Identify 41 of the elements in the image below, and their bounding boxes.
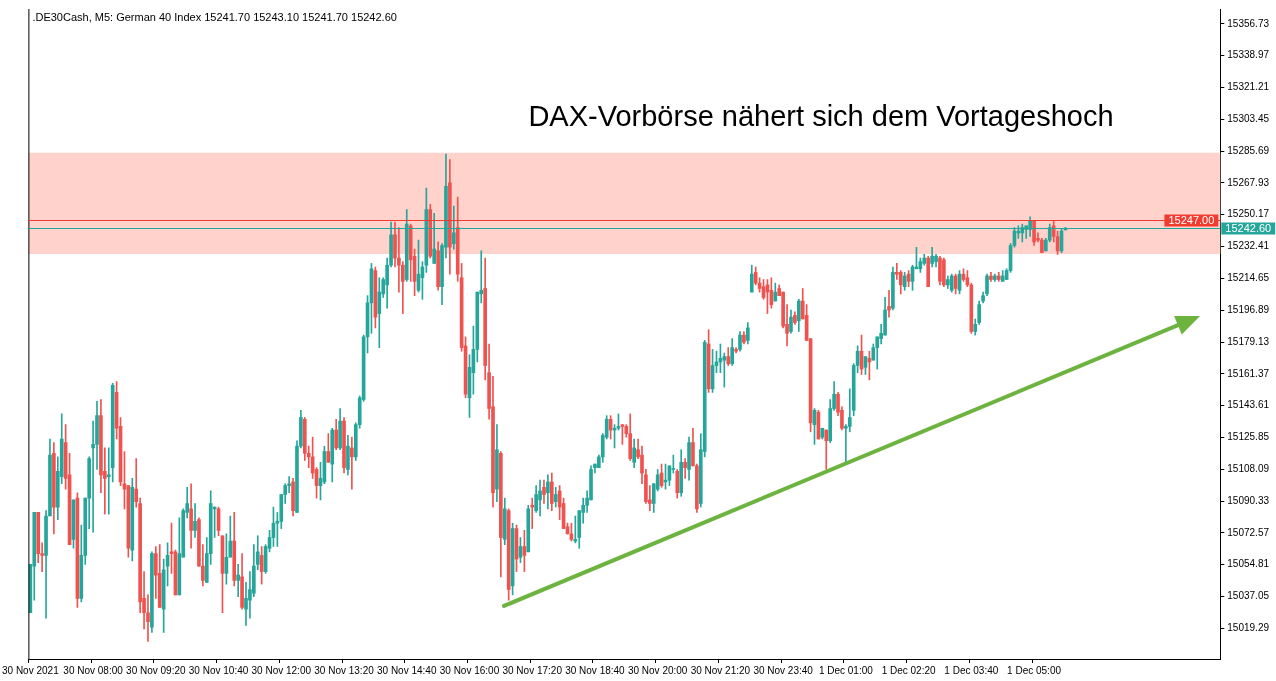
x-tick-label: 1 Dec 05:00: [1007, 664, 1062, 676]
y-tick-label: 15214.65: [1227, 272, 1270, 284]
y-tick-label: 15161.37: [1227, 367, 1270, 379]
y-tick-label: 15019.29: [1227, 622, 1270, 634]
y-tick-label: 15108.09: [1227, 463, 1270, 475]
x-tick-label: 30 Nov 09:20: [126, 664, 186, 676]
x-tick-label: 30 Nov 16:00: [439, 664, 500, 676]
x-tick-label: 30 Nov 23:40: [753, 664, 814, 676]
x-tick-label: 30 Nov 08:00: [63, 664, 124, 676]
x-tick-label: 1 Dec 01:00: [818, 664, 874, 676]
x-tick-label: 30 Nov 2021: [2, 664, 60, 676]
x-tick-label: 30 Nov 14:40: [377, 664, 437, 676]
y-tick-label: 15090.33: [1227, 494, 1270, 506]
x-tick-label: 30 Nov 13:20: [314, 664, 375, 676]
y-tick-label: 15303.45: [1227, 113, 1270, 125]
x-tick-label: 30 Nov 17:20: [502, 664, 563, 676]
x-tick-label: 30 Nov 20:00: [627, 664, 688, 676]
y-tick-label: 15250.17: [1227, 208, 1270, 220]
x-tick-label: 1 Dec 02:20: [881, 664, 936, 676]
y-tick-label: 15285.69: [1227, 144, 1270, 156]
y-tick-label: 15179.13: [1227, 335, 1270, 347]
y-tick-label: 15143.61: [1227, 399, 1270, 411]
x-tick-label: 30 Nov 18:40: [565, 664, 626, 676]
y-tick-label: 15072.57: [1227, 526, 1270, 538]
ref-line-label: 15242.60: [1225, 222, 1272, 235]
x-tick-label: 1 Dec 03:40: [944, 664, 999, 676]
x-tick-label: 30 Nov 12:00: [251, 664, 312, 676]
y-tick-label: 15125.85: [1227, 431, 1270, 443]
y-tick-label: 15267.93: [1227, 176, 1270, 188]
y-tick-label: 15321.21: [1227, 81, 1270, 93]
y-tick-label: 15338.97: [1227, 49, 1270, 61]
y-tick-label: 15196.89: [1227, 303, 1270, 315]
chart-title: .DE30Cash, M5: German 40 Index 15241.70 15243.10 15241.70 15242.60: [32, 11, 397, 24]
x-tick-label: 30 Nov 21:20: [690, 664, 751, 676]
x-tick-label: 30 Nov 10:40: [188, 664, 249, 676]
y-tick-label: 15037.05: [1227, 590, 1270, 602]
annotation: DAX-Vorbörse nähert sich dem Vortageshoch: [528, 100, 1114, 132]
y-tick-label: 15054.81: [1227, 558, 1270, 570]
ref-line-label: 15247.00: [1168, 214, 1215, 227]
y-tick-label: 15356.73: [1227, 17, 1270, 29]
y-tick-label: 15232.41: [1227, 240, 1270, 252]
